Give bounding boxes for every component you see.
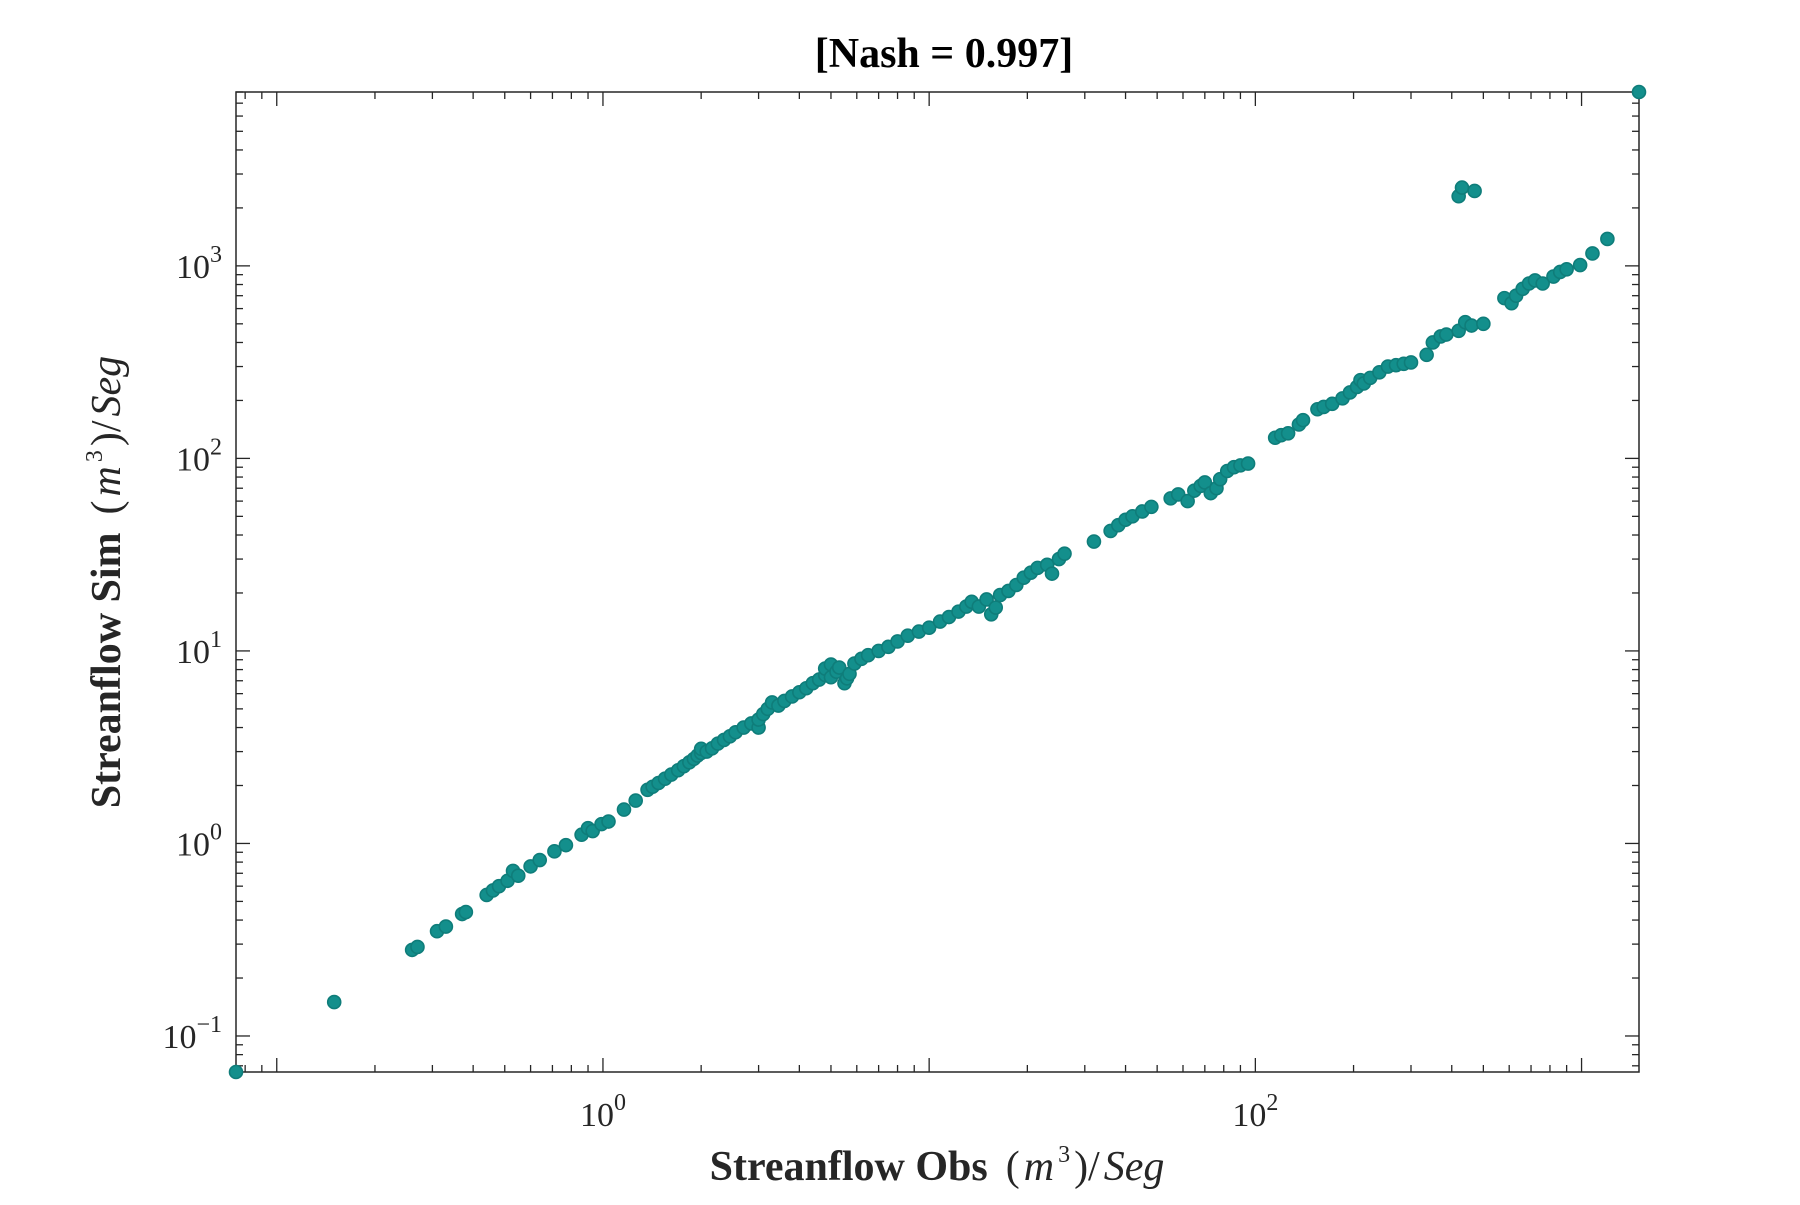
data-point [1057,546,1072,561]
x-tick-label: 100 [580,1090,626,1134]
y-axis-label-main: Streanflow Sim [84,532,130,808]
data-point [1535,276,1550,291]
data-point [558,837,574,853]
data-point [1464,318,1479,333]
data-point [326,994,342,1010]
tick-marks [236,91,1639,1072]
data-point [1454,180,1470,195]
data-points [228,84,1647,1080]
y-tick-label: 10−1 [162,1012,222,1056]
x-axis-label-main: Streanflow Obs [710,1144,988,1190]
y-tick-label-base: 10 [176,634,210,671]
data-point [616,802,632,817]
x-tick-label-exponent: 0 [614,1090,626,1116]
data-point [1280,426,1296,441]
data-point [1585,246,1600,261]
data-point [1086,534,1102,549]
x-tick-label-base: 10 [1232,1097,1266,1134]
y-tick-label-exponent: 1 [210,627,222,653]
data-point [1600,231,1615,247]
data-point [1403,355,1419,370]
y-tick-label-exponent: 3 [210,242,222,268]
y-axis-label-close: )/ [84,420,130,446]
data-point [547,844,562,859]
data-point [1559,261,1574,277]
data-point [510,868,526,883]
x-tick-label: 102 [1232,1090,1278,1134]
data-point [1295,412,1311,428]
y-tick-label: 101 [176,627,222,671]
y-tick-label-base: 10 [176,826,210,863]
data-point [988,600,1004,615]
data-point [1467,183,1482,199]
x-axis-label-var: m [1024,1144,1054,1190]
y-tick-label-base: 10 [176,441,210,478]
y-axis-label: Streanflow Sim ( m 3 )/ Seg [82,356,130,808]
x-tick-label-base: 10 [580,1097,614,1134]
data-point [1240,456,1256,471]
y-tick-label: 102 [176,434,222,478]
x-axis-label-close: )/ [1074,1144,1100,1190]
y-axis-label-unit: Seg [84,356,130,417]
y-tick-label-exponent: 2 [210,434,222,460]
x-tick-label-exponent: 2 [1266,1090,1278,1116]
y-axis-label-sup: 3 [82,450,108,462]
data-point [1476,316,1491,332]
data-point [1144,499,1159,515]
data-point [1572,257,1588,273]
data-point [438,919,454,934]
chart-title: [Nash = 0.997] [815,31,1073,77]
x-axis-label-sup: 3 [1058,1142,1070,1168]
x-axis-label: Streanflow Obs ( m 3 )/ Seg [710,1142,1165,1190]
data-point [228,1064,244,1080]
y-tick-label-base: 10 [162,1019,196,1056]
data-point [1631,84,1647,100]
y-axis-label-var: m [84,466,130,496]
x-axis-label-unit: Seg [1104,1144,1165,1190]
data-point [628,793,643,808]
y-axis-label-open: ( [84,500,130,514]
y-tick-label-exponent: 0 [210,819,222,845]
y-tick-label-exponent: −1 [196,1012,222,1038]
data-point [921,620,937,636]
data-point [1180,493,1195,509]
y-tick-label: 103 [176,242,222,286]
data-point [601,814,616,829]
data-point [458,904,474,920]
data-point [532,852,548,868]
y-tick-label: 100 [176,819,222,863]
data-point [1439,327,1454,342]
data-point [1419,347,1434,363]
data-point [410,939,425,955]
data-point [831,660,847,675]
data-point [1044,566,1060,581]
x-axis-label-open: ( [1006,1144,1020,1190]
data-point [979,592,994,607]
y-tick-label-base: 10 [176,249,210,286]
